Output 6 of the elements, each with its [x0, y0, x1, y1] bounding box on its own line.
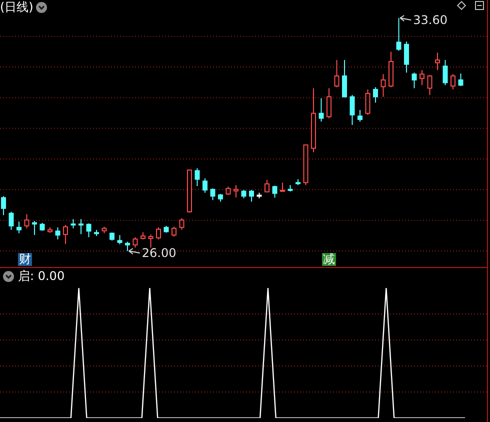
annotation: 33.60: [413, 13, 448, 27]
annotation: 26.00: [142, 246, 176, 260]
series-label: 启: 0.00: [18, 269, 65, 283]
text: 减: [322, 252, 336, 266]
chart-title: (日线): [0, 0, 34, 14]
text: 财: [18, 252, 32, 266]
